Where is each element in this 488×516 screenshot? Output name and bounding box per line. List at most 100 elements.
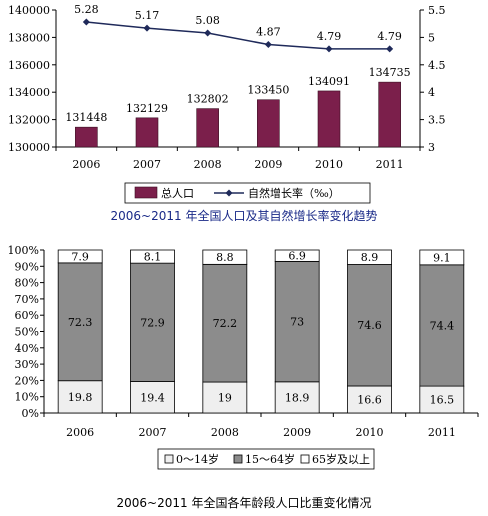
x-tick-label: 2008 [211, 426, 239, 439]
growth-rate-marker [82, 18, 90, 26]
age-15-64-label: 72.2 [213, 317, 238, 330]
x-tick-label: 2008 [194, 158, 222, 171]
age-0-14-label: 16.6 [357, 393, 382, 406]
chart2-legend [157, 448, 375, 470]
age-15-64-segment [57, 262, 103, 382]
x-tick-label: 2007 [133, 158, 161, 171]
age-15-64-segment [419, 264, 465, 387]
x-tick-label: 2006 [66, 426, 94, 439]
population-chart: 130000 132000 134000 136000 138000 140000 3 3.5… [8, 3, 446, 204]
left-tick-label: 136000 [8, 59, 50, 72]
age-0-14-segment [130, 381, 175, 414]
x-tick-label: 2011 [428, 426, 456, 439]
y-tick-label: 80% [15, 277, 39, 290]
age-0-14-segment [202, 381, 248, 414]
legend-label-age-65-plus: 65岁及以上 [312, 452, 370, 466]
population-bar [257, 99, 280, 148]
legend-swatch-population [134, 186, 158, 199]
right-tick-label: 5 [428, 31, 435, 44]
age-15-64-segment [130, 262, 175, 382]
age-0-14-segment [419, 385, 465, 414]
growth-rate-label: 5.28 [74, 3, 99, 16]
y-tick-label: 40% [15, 342, 39, 355]
population-label: 131448 [65, 111, 107, 124]
y-tick-label: 30% [15, 358, 39, 371]
growth-rate-line [86, 21, 390, 50]
y-tick-label: 90% [15, 260, 39, 273]
age-15-64-label: 72.3 [68, 316, 93, 329]
age-65-plus-segment [274, 249, 320, 262]
population-label: 134091 [308, 75, 350, 88]
age-15-64-segment [347, 264, 392, 387]
y-tick-label: 60% [15, 309, 39, 322]
age-65-plus-label: 8.8 [216, 251, 234, 264]
y-tick-label: 100% [8, 244, 39, 257]
growth-rate-marker [204, 29, 212, 37]
age-15-64-segment [274, 260, 320, 383]
growth-rate-label: 4.87 [256, 26, 281, 39]
age-0-14-segment [274, 381, 320, 414]
right-tick-label: 4.5 [428, 59, 446, 72]
population-bar [378, 81, 401, 148]
left-tick-label: 130000 [8, 141, 50, 154]
right-tick-label: 5.5 [428, 4, 446, 17]
left-tick-label: 138000 [8, 31, 50, 44]
population-label: 132802 [187, 93, 229, 106]
x-tick-label: 2009 [254, 158, 282, 171]
left-tick-label: 140000 [8, 4, 50, 17]
x-tick-label: 2010 [315, 158, 343, 171]
population-label: 132129 [126, 102, 168, 115]
legend-swatch-growth-marker [225, 189, 233, 197]
x-tick-label: 2009 [283, 426, 311, 439]
population-bar [196, 108, 219, 148]
growth-rate-label: 4.79 [317, 30, 342, 43]
x-tick-label: 2011 [376, 158, 404, 171]
x-tick-label: 2007 [139, 426, 167, 439]
left-tick-label: 134000 [8, 86, 50, 99]
growth-rate-marker [386, 45, 394, 53]
age-15-64-label: 73 [290, 316, 304, 329]
growth-rate-marker [325, 45, 333, 53]
growth-rate-label: 5.17 [135, 9, 160, 22]
chart1-title: 2006~2011 年全国人口及其自然增长率变化趋势 [110, 209, 378, 223]
age-65-plus-label: 9.1 [433, 251, 451, 264]
population-bar [135, 117, 159, 148]
age-0-14-label: 19.8 [68, 391, 93, 404]
age-0-14-label: 18.9 [285, 391, 310, 404]
x-tick-label: 2006 [72, 158, 100, 171]
y-tick-label: 10% [15, 391, 39, 404]
age-structure-chart: 0% 10% 20% 30% 40% 50% 60% 70% 80% 90% 100% 19.8 72.… [8, 244, 479, 470]
age-65-plus-segment [347, 249, 392, 265]
legend-swatch-age-0-14 [164, 454, 174, 464]
y-tick-label: 50% [15, 326, 39, 339]
growth-rate-label: 5.08 [195, 14, 220, 27]
age-65-plus-segment [419, 249, 465, 266]
legend-label-age-15-64: 15～64岁 [245, 452, 295, 466]
legend-label-age-0-14: 0～14岁 [176, 452, 219, 466]
population-bar [317, 90, 341, 148]
chart1-legend [124, 182, 371, 204]
right-tick-label: 3.5 [428, 114, 446, 127]
growth-rate-marker [264, 41, 272, 49]
age-15-64-segment [202, 263, 248, 383]
age-15-64-label: 74.4 [430, 319, 455, 332]
population-label: 134735 [369, 66, 411, 79]
age-65-plus-label: 6.9 [288, 250, 306, 263]
y-tick-label: 0% [22, 407, 39, 420]
legend-swatch-age-65-plus [300, 454, 310, 464]
age-65-plus-label: 8.9 [361, 251, 379, 264]
legend-label-population: 总人口 [161, 186, 194, 200]
age-15-64-label: 74.6 [357, 319, 382, 332]
age-65-plus-segment [202, 249, 248, 265]
age-0-14-label: 19.4 [140, 391, 165, 404]
left-tick-label: 132000 [8, 114, 50, 127]
age-65-plus-label: 8.1 [144, 251, 162, 264]
age-65-plus-segment [57, 249, 103, 264]
right-tick-label: 4 [428, 86, 435, 99]
growth-rate-label: 4.79 [377, 30, 402, 43]
age-0-14-segment [347, 385, 392, 414]
growth-rate-marker [143, 24, 151, 32]
y-tick-label: 20% [15, 374, 39, 387]
chart2-title: 2006~2011 年全国各年龄段人口比重变化情况 [116, 496, 372, 510]
